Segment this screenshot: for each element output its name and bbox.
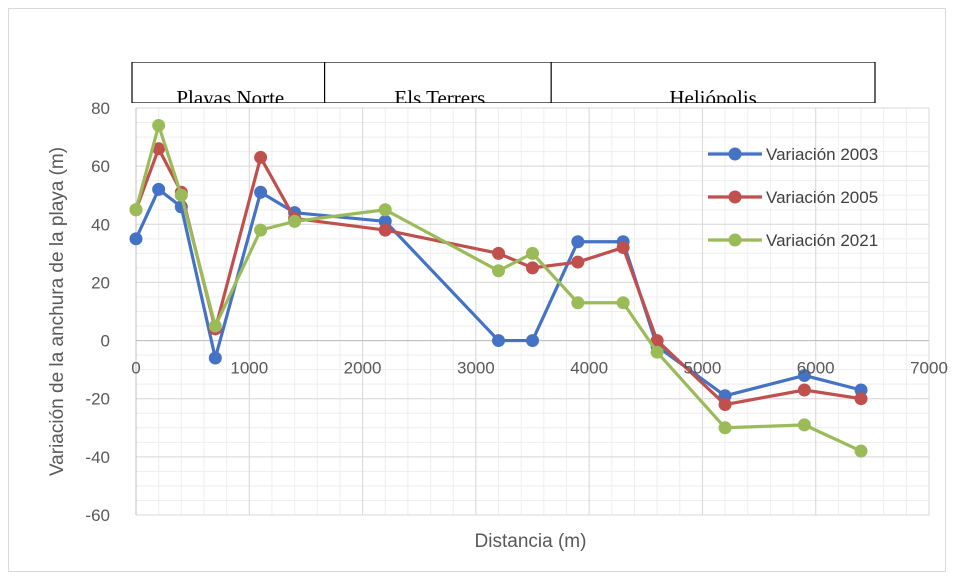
x-tick-label: 0	[131, 359, 140, 378]
data-point	[492, 246, 506, 260]
data-point	[152, 142, 166, 156]
y-axis-title: Variación de la anchura de la playa (m)	[47, 147, 68, 476]
data-point	[378, 203, 392, 217]
y-tick-label: 0	[101, 332, 110, 351]
zone-label: Playas Norte	[176, 86, 284, 110]
data-point	[492, 334, 506, 348]
legend: Variación 2003 Variación 2005 Variación 20…	[708, 145, 878, 250]
tick-labels: 0 1000 2000 3000 4000 5000 6000 7000 80 60 40 20 0 -2…	[85, 99, 947, 525]
y-tick-label: 20	[91, 273, 110, 292]
series	[129, 118, 868, 458]
legend-label: Variación 2005	[766, 188, 878, 207]
data-point	[526, 246, 539, 260]
legend-item: Variación 2005	[708, 188, 878, 207]
grid	[135, 107, 930, 516]
data-point	[129, 232, 143, 246]
series	[129, 142, 868, 412]
x-tick-label: 4000	[570, 359, 608, 378]
data-point	[526, 261, 539, 275]
zone-box	[323, 62, 556, 103]
data-point	[797, 383, 811, 397]
data-point	[254, 223, 268, 237]
x-tick-label: 5000	[684, 359, 722, 378]
data-point	[797, 368, 811, 382]
data-point	[718, 398, 732, 412]
data-point	[378, 223, 392, 237]
data-point	[650, 345, 664, 359]
data-point	[174, 188, 188, 202]
data-point	[854, 392, 868, 406]
legend-swatch-marker	[728, 233, 742, 247]
x-tick-label: 3000	[457, 359, 495, 378]
x-tick-label: 6000	[797, 359, 835, 378]
data-point	[616, 296, 630, 310]
x-tick-label: 2000	[344, 359, 382, 378]
x-axis-title: Distancia (m)	[475, 531, 587, 552]
legend-swatch-marker	[728, 190, 742, 204]
y-tick-label: -20	[85, 390, 110, 409]
y-tick-label: 40	[91, 215, 110, 234]
zone-label: Heliópolis	[669, 86, 757, 110]
legend-label: Variación 2003	[766, 145, 878, 164]
data-point	[571, 296, 585, 310]
zone-label: Els Terrers	[394, 86, 485, 110]
data-point	[208, 351, 222, 365]
legend-item: Variación 2021	[708, 231, 878, 250]
legend-item: Variación 2003	[708, 145, 878, 164]
data-point	[129, 203, 143, 217]
data-point	[797, 418, 811, 432]
data-point	[288, 214, 302, 228]
legend-label: Variación 2021	[766, 231, 878, 250]
data-point	[854, 444, 868, 458]
y-tick-label: -60	[85, 506, 110, 525]
data-point	[526, 334, 539, 348]
x-tick-label: 1000	[230, 359, 268, 378]
data-point	[152, 182, 166, 196]
data-point	[254, 185, 268, 199]
data-point	[718, 421, 732, 435]
zone-labels: Playas Norte Els Terrers Heliópolis	[131, 62, 876, 110]
data-point	[650, 334, 664, 348]
x-tick-label: 7000	[910, 359, 948, 378]
y-tick-label: 60	[91, 157, 110, 176]
series-group	[129, 118, 868, 458]
y-tick-label: 80	[91, 99, 110, 118]
legend-swatch-marker	[728, 147, 742, 161]
data-point	[254, 150, 268, 164]
y-tick-label: -40	[85, 448, 110, 467]
data-point	[571, 235, 585, 249]
data-point	[152, 118, 166, 132]
data-point	[492, 264, 506, 278]
data-point	[571, 255, 585, 269]
zone-box	[550, 62, 876, 103]
data-point	[208, 319, 222, 333]
data-point	[616, 241, 630, 255]
